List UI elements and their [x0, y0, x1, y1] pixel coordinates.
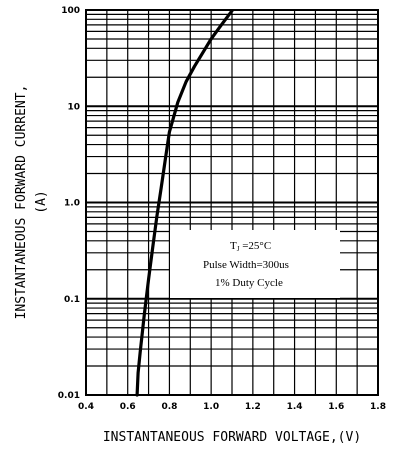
forward-curve-line: [135, 9, 234, 397]
tj-label: TJ =25°C: [230, 240, 271, 253]
x-tick-label: 1.8: [370, 402, 386, 412]
x-tick-label: 1.2: [245, 402, 261, 412]
y-tick-labels: 0.01 0.1 1.0 10 100: [58, 6, 80, 401]
y-tick-label: 0.01: [58, 391, 80, 401]
x-tick-labels: 0.4 0.6 0.8 1.0 1.2 1.4 1.6 1.8: [78, 402, 386, 412]
x-tick-label: 1.6: [328, 402, 344, 412]
x-tick-label: 0.6: [120, 402, 136, 412]
x-tick-label: 0.8: [161, 402, 177, 412]
chart-grid: [86, 10, 378, 395]
x-axis-title: INSTANTANEOUS FORWARD VOLTAGE,(V): [103, 430, 361, 445]
pulse-width-label: Pulse Width=300us: [203, 259, 289, 271]
tj-symbol: T: [230, 240, 237, 252]
test-conditions-background: [170, 230, 340, 298]
y-tick-label: 100: [61, 6, 80, 16]
y-tick-label: 1.0: [64, 199, 80, 209]
tj-value: =25°C: [239, 240, 271, 252]
tj-subscript: J: [237, 245, 240, 253]
x-tick-label: 1.0: [203, 402, 219, 412]
test-conditions-box: TJ =25°C Pulse Width=300us 1% Duty Cycle: [170, 230, 340, 298]
duty-cycle-label: 1% Duty Cycle: [215, 277, 283, 289]
y-axis-unit: (A): [34, 190, 49, 213]
x-tick-label: 1.4: [287, 402, 303, 412]
y-tick-label: 0.1: [64, 295, 80, 305]
x-tick-label: 0.4: [78, 402, 94, 412]
y-tick-label: 10: [67, 102, 80, 112]
y-axis-title: INSTANTANEOUS FORWARD CURRENT,: [14, 85, 29, 320]
